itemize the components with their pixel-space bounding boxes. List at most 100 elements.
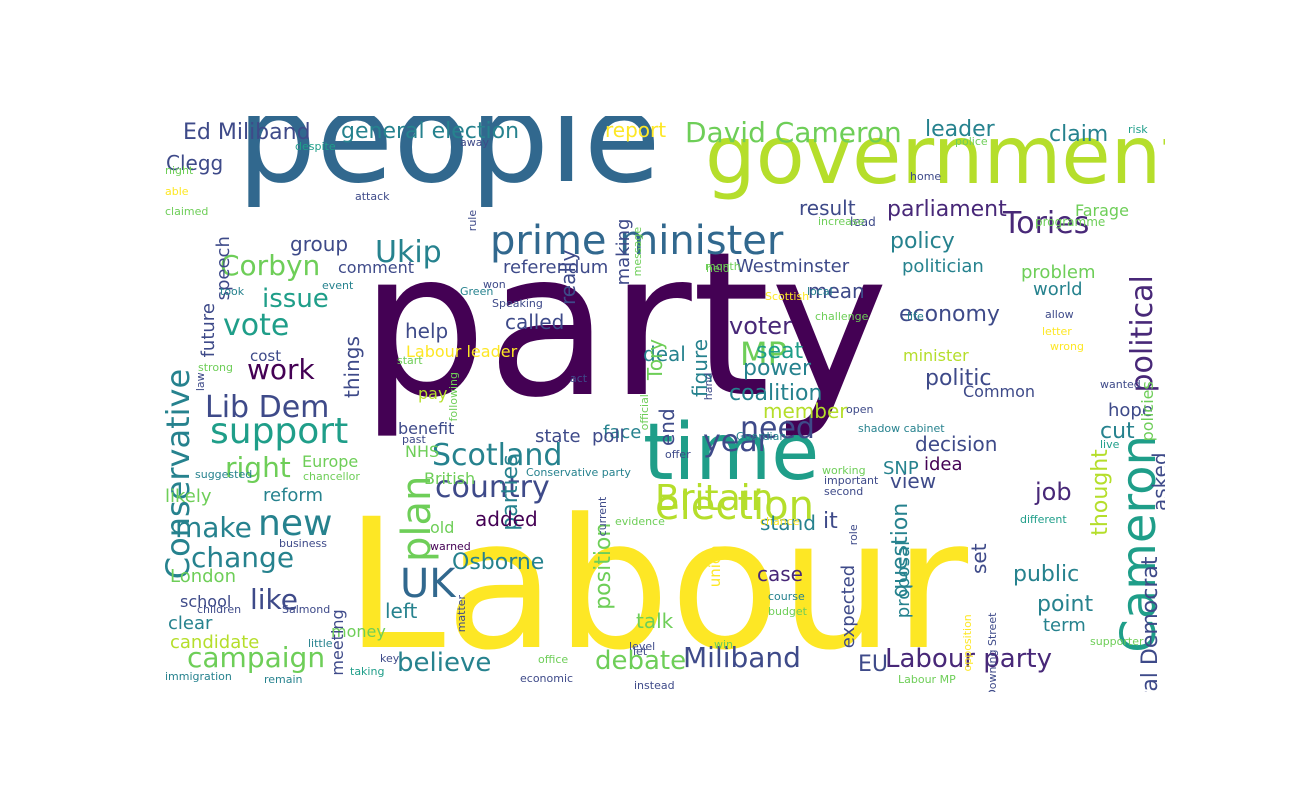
word-business: business <box>279 537 327 550</box>
word-end: end <box>655 408 679 446</box>
word-took: took <box>220 285 245 298</box>
word-future: future <box>198 303 219 358</box>
word-labour: Labour <box>345 481 969 690</box>
word-public: public <box>1013 562 1080 587</box>
word-ed-miliband: Ed Miliband <box>183 120 311 145</box>
word-important: important <box>824 474 879 487</box>
word-politician: politician <box>902 256 984 277</box>
word-message: message <box>631 226 644 277</box>
word-instead: instead <box>634 679 675 692</box>
word-children: children <box>197 603 242 616</box>
word-eu: EU <box>858 652 889 677</box>
word-programme: programme <box>1035 215 1106 229</box>
word-state: state <box>535 426 581 447</box>
word-lead: lead <box>850 215 876 229</box>
word-left: left <box>385 599 418 623</box>
word-second: second <box>824 485 864 498</box>
word-union: union <box>706 545 724 588</box>
word-hope: hope <box>1108 400 1153 421</box>
word-suggested: suggested <box>195 468 253 481</box>
word-money: money <box>331 622 386 641</box>
word-challenge: challenge <box>815 310 869 323</box>
word-osborne: Osborne <box>452 550 545 575</box>
word-act: act <box>570 372 588 385</box>
word-like: like <box>250 583 299 616</box>
word-westminster: Westminster <box>736 256 850 277</box>
word-let: let <box>633 645 648 658</box>
word-london: London <box>170 566 236 587</box>
word-talk: talk <box>636 609 674 633</box>
word-thought: thought <box>1088 449 1113 536</box>
word-win: win <box>714 638 734 651</box>
word-year: year <box>703 424 770 459</box>
word-change: change <box>191 541 295 574</box>
word-right: right <box>225 451 291 484</box>
word-make: make <box>175 511 252 544</box>
word-chance: chance <box>760 515 800 528</box>
word-added: added <box>475 507 538 531</box>
word-letter: letter <box>1042 325 1072 338</box>
word-voter: voter <box>729 312 792 340</box>
word-face: face <box>603 422 642 443</box>
word-asked: asked <box>1148 452 1165 511</box>
word-rule: rule <box>466 209 479 232</box>
word-lib-dem: Lib Dem <box>205 390 330 425</box>
word-group: group <box>290 232 349 256</box>
word-ukip: Ukip <box>375 235 442 270</box>
word-hand: hand <box>702 372 715 401</box>
word-it: it <box>823 509 838 534</box>
word-working: working <box>822 464 866 477</box>
word-downing-street: Downing Street <box>986 612 999 692</box>
word-seat: seat <box>756 339 804 364</box>
word-economic: economic <box>520 672 574 685</box>
word-office: office <box>538 653 569 666</box>
word-remain: remain <box>264 673 303 686</box>
word-open: open <box>846 403 874 416</box>
word-coalition: coalition <box>729 381 823 406</box>
word-life: life <box>907 310 924 323</box>
word-official: official <box>638 394 651 431</box>
word-government: government <box>705 116 1165 202</box>
word-cloud: party Labour people government time prime min… <box>165 116 1165 692</box>
word-help: help <box>405 319 449 343</box>
word-scotland: Scotland <box>432 438 563 473</box>
word-tories: Tories <box>1003 206 1090 241</box>
word-report: report <box>605 118 667 142</box>
word-decision: decision <box>915 432 998 456</box>
word-home: home <box>910 170 942 183</box>
word-labour-leader: Labour leader <box>406 342 518 361</box>
word-comment: comment <box>338 258 415 277</box>
word-start: start <box>397 354 423 367</box>
word-wrong: wrong <box>1050 340 1084 353</box>
word-current: current <box>596 496 609 537</box>
word-idea: idea <box>924 454 963 475</box>
word-policy: policy <box>890 229 955 254</box>
word-clear: clear <box>168 613 213 634</box>
word-world: world <box>1033 279 1083 300</box>
word-power: power <box>743 356 811 381</box>
word-warned: warned <box>430 540 471 553</box>
word-poll: poll <box>592 426 625 447</box>
word-evidence: evidence <box>615 515 665 528</box>
word-strong: strong <box>198 361 234 374</box>
word-event: event <box>322 279 354 292</box>
word-called: called <box>505 310 565 334</box>
word-leader: leader <box>925 117 995 142</box>
word-immigration: immigration <box>165 670 232 683</box>
word-reform: reform <box>263 485 324 506</box>
word-risk: risk <box>1128 123 1148 136</box>
word-green: Green <box>460 285 494 298</box>
word-wanted: wanted <box>1100 378 1141 391</box>
word-likely: likely <box>165 486 212 507</box>
word-corbyn: Corbyn <box>220 249 321 282</box>
word-opposition: opposition <box>961 614 974 672</box>
word-time: time <box>643 408 820 498</box>
word-new: new <box>258 503 333 544</box>
word-david-cameron: David Cameron <box>685 116 902 149</box>
word-school: school <box>180 592 232 611</box>
word-stand: stand <box>760 511 816 535</box>
word-chancellor: chancellor <box>303 470 360 483</box>
word-able: able <box>165 185 189 198</box>
word-problem: problem <box>1021 262 1096 283</box>
word-candidate: candidate <box>170 632 260 653</box>
